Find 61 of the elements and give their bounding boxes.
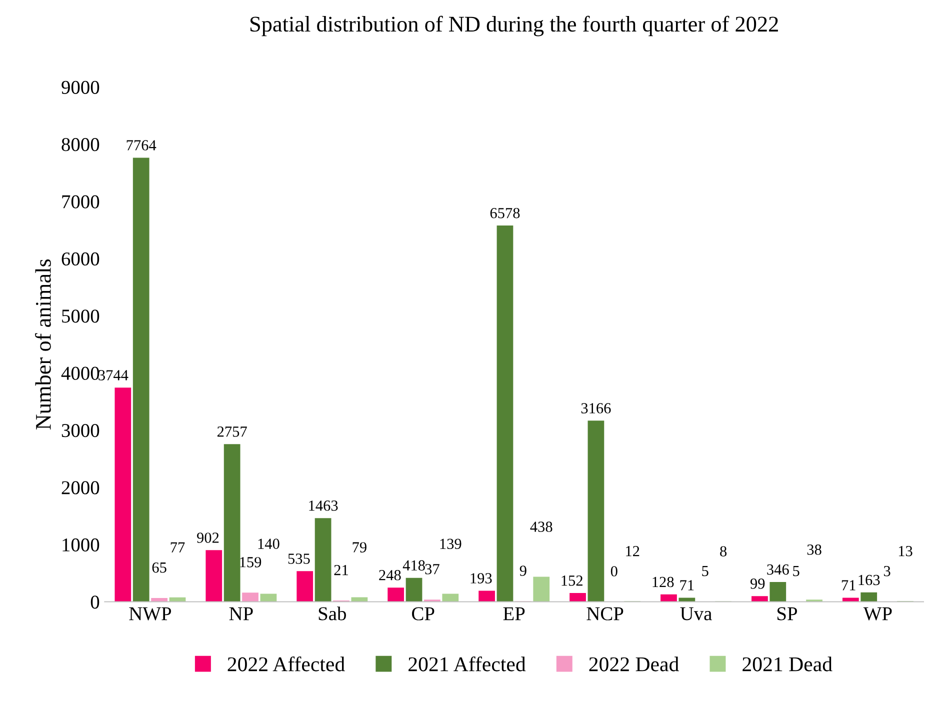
legend-label: 2022 Dead — [589, 656, 679, 672]
data-label: 71 — [842, 580, 856, 590]
data-label: 5 — [702, 566, 708, 576]
data-label: 0 — [610, 566, 618, 576]
x-tick-label: CP — [412, 607, 434, 620]
data-label: 21 — [334, 564, 348, 576]
y-tick-label: 5000 — [62, 310, 100, 323]
legend-label: 2021 Affected — [408, 656, 526, 672]
chart-title: Spatial distribution of ND during the fourth quarter of 2022 — [250, 16, 778, 36]
data-label: 535 — [288, 554, 310, 564]
data-label: 37 — [425, 564, 440, 574]
y-tick-label: 3000 — [62, 424, 100, 438]
x-tick-label: SP — [777, 607, 798, 620]
x-tick-label: Sab — [318, 606, 346, 620]
data-label: 128 — [652, 576, 674, 588]
data-label: 77 — [170, 542, 185, 552]
data-label: 38 — [807, 544, 822, 555]
y-tick-label: 2000 — [62, 481, 100, 494]
data-label: 248 — [379, 570, 401, 580]
data-label: 3166 — [581, 403, 611, 414]
x-tick-label: EP — [503, 607, 525, 620]
y-tick-label: 4000 — [61, 366, 100, 380]
data-label: 3744 — [98, 370, 128, 380]
y-tick-label: 9000 — [62, 80, 100, 94]
data-label: 12 — [626, 546, 640, 556]
y-tick-label: 8000 — [62, 138, 100, 152]
x-tick-label: WP — [863, 607, 892, 620]
data-label: 163 — [858, 574, 880, 586]
data-label: 418 — [402, 560, 425, 571]
data-label: 1463 — [309, 500, 338, 511]
data-label: 3 — [884, 566, 890, 576]
data-label: 159 — [240, 557, 262, 568]
data-label: 139 — [440, 538, 462, 550]
legend-label: 2021 Dead — [742, 656, 832, 672]
x-tick-label: NWP — [129, 607, 172, 620]
data-label: 140 — [258, 538, 280, 549]
data-label: 5 — [793, 566, 800, 576]
data-label: 9 — [520, 566, 526, 576]
data-label: 13 — [898, 546, 912, 556]
x-tick-label: NP — [229, 607, 253, 620]
data-label: 99 — [750, 578, 765, 589]
data-label: 65 — [152, 562, 166, 573]
x-tick-label: Uva — [680, 607, 712, 620]
data-label: 71 — [680, 580, 694, 590]
data-label: 438 — [530, 522, 552, 532]
data-label: 193 — [470, 573, 492, 584]
y-axis-title: Number of animals — [35, 259, 51, 430]
legend-label: 2022 Affected — [228, 656, 345, 672]
data-label: 152 — [562, 576, 582, 586]
data-label: 79 — [352, 542, 366, 552]
x-tick-label: NCP — [586, 607, 624, 620]
data-label: 902 — [197, 532, 219, 543]
data-label: 8 — [720, 546, 727, 557]
y-tick-label: 1000 — [62, 538, 100, 552]
data-label: 7764 — [126, 140, 156, 150]
data-label: 2757 — [217, 426, 247, 437]
y-tick-label: 7000 — [62, 195, 100, 208]
data-label: 346 — [767, 564, 789, 575]
y-tick-label: 0 — [90, 596, 100, 609]
data-label: 6578 — [490, 208, 520, 218]
y-tick-label: 6000 — [62, 252, 100, 266]
